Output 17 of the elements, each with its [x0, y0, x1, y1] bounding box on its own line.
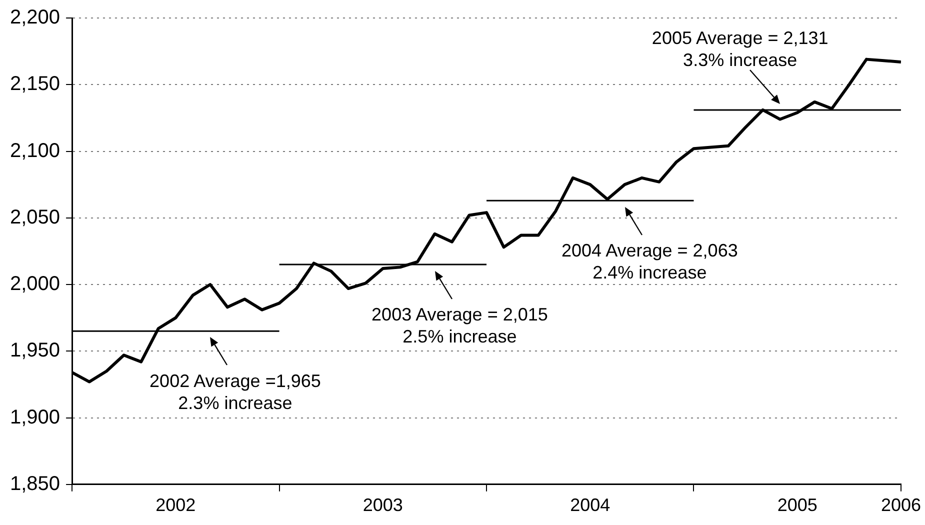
x-tick-label: 2002	[156, 495, 196, 516]
x-tick-label: 2004	[570, 495, 610, 516]
annotation: 2004 Average = 2,063 2.4% increase	[562, 240, 738, 283]
x-tick-label: 2003	[362, 495, 403, 516]
y-tick-label: 2,150	[10, 73, 60, 96]
y-tick-label: 2,050	[10, 206, 60, 228]
annotation: 2002 Average =1,965 2.3% increase	[150, 371, 321, 414]
y-tick-label: 2,200	[10, 6, 60, 29]
y-tick-label: 2,000	[10, 273, 60, 296]
y-tick-label: 1,950	[10, 340, 60, 362]
y-tick-label: 2,100	[10, 140, 60, 162]
x-tick-label: 2005	[777, 495, 818, 516]
annotation: 2005 Average = 2,131 3.3% increase	[652, 28, 828, 70]
annotation: 2003 Average = 2,015 2.5% increase	[372, 304, 548, 347]
y-tick-label: 1,900	[10, 406, 60, 428]
y-tick-label: 1,850	[10, 472, 60, 495]
x-tick-label: 2006	[880, 495, 921, 516]
